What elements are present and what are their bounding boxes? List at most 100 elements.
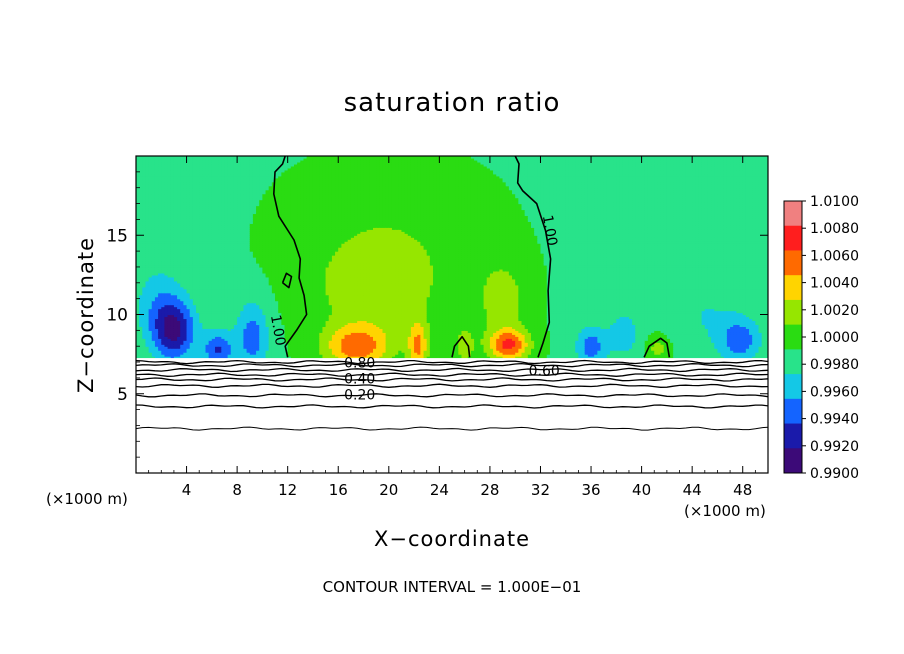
field-cell — [249, 193, 254, 197]
field-cell — [167, 251, 172, 254]
field-cell — [215, 340, 219, 343]
field-cell — [189, 266, 194, 270]
field-cell — [199, 183, 203, 187]
field-cell — [145, 272, 150, 276]
field-cell — [256, 199, 260, 203]
field-cell — [246, 249, 251, 252]
field-cell — [136, 177, 140, 181]
field-cell — [164, 296, 169, 300]
field-cell — [252, 201, 257, 205]
field-cell — [199, 189, 203, 193]
field-cell — [205, 233, 210, 236]
field-cell — [151, 163, 156, 167]
field-cell — [164, 282, 169, 286]
field-cell — [142, 156, 147, 159]
field-cell — [252, 219, 257, 222]
field-cell — [215, 350, 219, 353]
field-cell — [151, 251, 156, 254]
field-cell — [154, 207, 159, 211]
field-cell — [215, 229, 219, 232]
field-cell — [142, 322, 147, 326]
field-cell — [196, 185, 200, 189]
field-cell — [158, 169, 162, 173]
field-cell — [148, 294, 153, 298]
field-cell — [136, 292, 140, 296]
field-cell — [192, 336, 197, 339]
field-cell — [183, 272, 188, 276]
field-cell — [180, 272, 184, 276]
field-cell — [192, 326, 197, 329]
field-cell — [249, 314, 254, 318]
field-cell — [205, 352, 210, 355]
field-cell — [167, 261, 172, 264]
field-cell — [205, 332, 210, 335]
field-cell — [221, 223, 226, 226]
field-cell — [177, 209, 181, 213]
field-cell — [192, 276, 197, 280]
field-cell — [256, 253, 260, 256]
field-cell — [183, 251, 188, 254]
field-cell — [139, 237, 143, 240]
field-cell — [161, 282, 166, 286]
field-cell — [221, 259, 226, 262]
field-cell — [211, 352, 216, 355]
field-cell — [227, 257, 232, 260]
field-cell — [177, 284, 181, 288]
field-cell — [252, 278, 257, 282]
field-cell — [148, 233, 153, 236]
field-cell — [259, 296, 263, 300]
field-cell — [164, 274, 169, 278]
field-cell — [205, 231, 210, 234]
field-cell — [221, 209, 226, 213]
field-cell — [183, 312, 188, 316]
field-cell — [243, 217, 248, 220]
field-cell — [230, 308, 235, 312]
field-cell — [199, 328, 203, 331]
field-cell — [243, 163, 248, 167]
field-cell — [186, 179, 191, 183]
field-cell — [252, 328, 257, 331]
field-cell — [215, 213, 219, 217]
field-cell — [164, 171, 169, 175]
field-cell — [196, 193, 200, 197]
field-cell — [183, 177, 188, 181]
field-cell — [173, 171, 178, 175]
field-cell — [173, 338, 178, 341]
field-cell — [249, 223, 254, 226]
field-cell — [249, 209, 254, 213]
field-cell — [183, 187, 188, 191]
field-cell — [218, 243, 222, 246]
field-cell — [208, 239, 213, 242]
field-cell — [243, 157, 248, 161]
field-cell — [202, 165, 207, 169]
field-cell — [256, 245, 260, 248]
field-cell — [246, 239, 251, 242]
field-cell — [196, 241, 200, 244]
field-cell — [196, 209, 200, 213]
field-cell — [218, 209, 222, 213]
field-cell — [205, 209, 210, 213]
field-cell — [233, 213, 238, 217]
field-cell — [154, 227, 159, 230]
field-cell — [139, 288, 143, 292]
field-cell — [202, 257, 207, 260]
field-cell — [252, 308, 257, 312]
field-cell — [196, 336, 200, 339]
field-cell — [142, 266, 147, 270]
field-cell — [170, 356, 175, 359]
field-cell — [158, 322, 162, 326]
field-cell — [230, 177, 235, 181]
field-cell — [136, 342, 140, 345]
field-cell — [202, 156, 207, 159]
field-cell — [224, 334, 229, 337]
field-cell — [208, 280, 213, 284]
field-cell — [180, 219, 184, 222]
field-cell — [243, 276, 248, 280]
field-cell — [237, 326, 241, 329]
field-cell — [199, 193, 203, 197]
field-cell — [167, 195, 172, 199]
field-cell — [192, 251, 197, 254]
field-cell — [224, 344, 229, 347]
field-cell — [240, 249, 245, 252]
field-cell — [136, 171, 140, 175]
